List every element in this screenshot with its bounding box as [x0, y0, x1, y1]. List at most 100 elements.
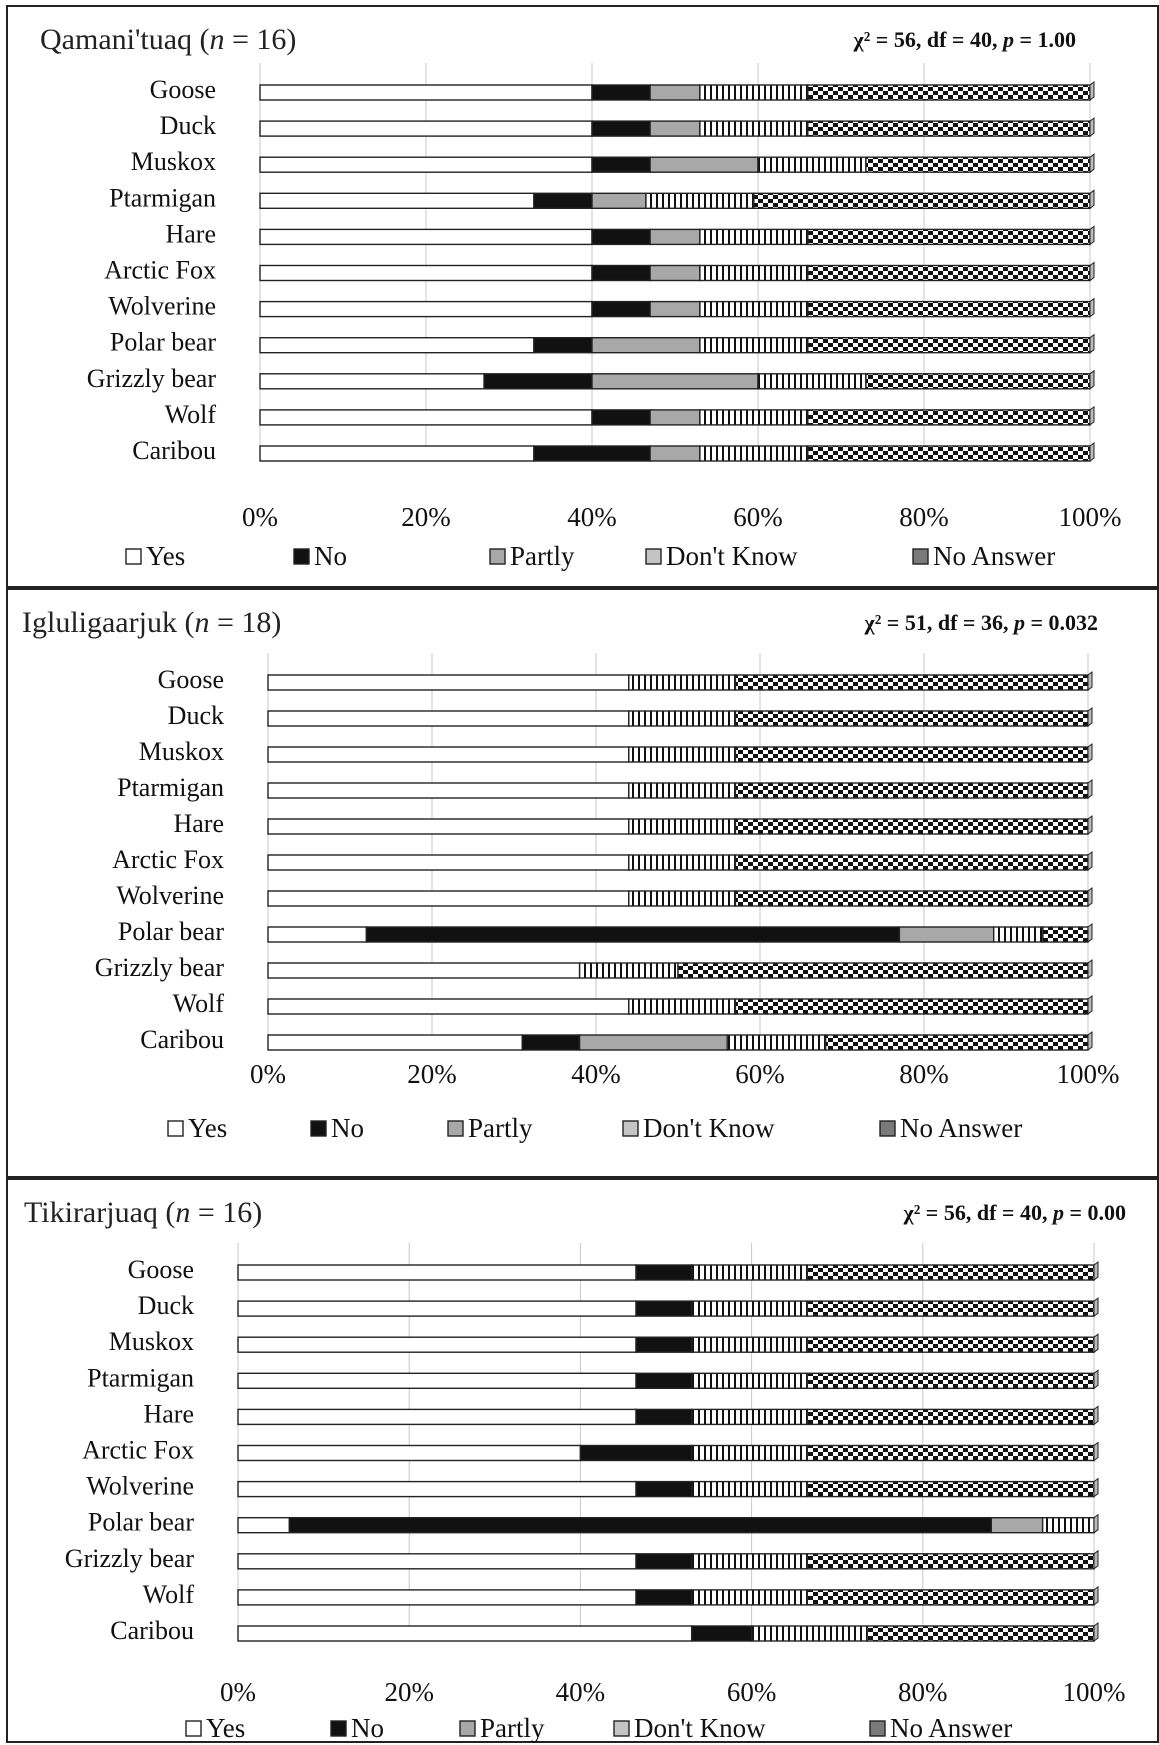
bar-goose-no	[635, 1264, 693, 1281]
bar-polar-bear-yes	[259, 337, 535, 354]
category-label-wolverine: Wolverine	[116, 881, 224, 910]
bar-end-cap	[1093, 1477, 1099, 1498]
bar-grizzly-bear-no	[635, 1553, 693, 1570]
panel-igluligaarjuk: Igluligaarjuk (n = 18) χ² = 51, df = 36, …	[6, 588, 1159, 1178]
category-label-goose: Goose	[150, 75, 216, 104]
category-label-wolverine: Wolverine	[86, 1472, 194, 1501]
bar-ptarmigan-no	[635, 1372, 693, 1390]
bar-hare-no	[635, 1408, 693, 1426]
category-label-hare: Hare	[165, 219, 216, 248]
bar-goose-yes	[267, 674, 630, 691]
bar-muskox-no	[591, 156, 651, 173]
category-label-grizzly-bear: Grizzly bear	[87, 364, 217, 393]
panel-tikirarjuaq: Tikirarjuaq (n = 16) χ² = 56, df = 40, p …	[6, 1178, 1159, 1743]
bar-wolverine-no-answer	[734, 890, 1089, 907]
bar-wolverine-no-answer	[806, 1480, 1095, 1498]
bar-caribou-no	[521, 1034, 581, 1051]
bar-grizzly-bear-yes	[267, 962, 581, 979]
bar-ptarmigan-yes	[259, 192, 535, 210]
bar-wolf-partly	[649, 409, 701, 426]
category-label-grizzly-bear: Grizzly bear	[95, 953, 225, 982]
bar-end-cap	[1087, 707, 1093, 727]
legend-swatch-no-answer	[869, 1720, 886, 1737]
bar-wolf-no	[591, 409, 651, 426]
bar-caribou-no-answer	[824, 1034, 1089, 1051]
bar-end-cap	[1087, 1031, 1093, 1051]
bar-goose-yes	[259, 84, 593, 101]
bar-muskox-don-t-know	[690, 1336, 808, 1353]
bar-wolf-yes	[237, 1589, 637, 1606]
bar-hare-don-t-know	[690, 1408, 808, 1426]
bar-polar-bear-no-answer	[807, 337, 1091, 354]
bar-hare-yes	[237, 1408, 637, 1426]
bar-hare-don-t-know	[699, 228, 809, 246]
bar-caribou-no	[533, 445, 651, 462]
bar-goose-no-answer	[806, 1264, 1095, 1281]
bar-duck-don-t-know	[628, 710, 737, 727]
bar-goose-no	[591, 84, 651, 101]
category-label-goose: Goose	[158, 665, 224, 694]
bar-duck-don-t-know	[690, 1300, 808, 1317]
legend-label-no: No	[331, 1113, 364, 1143]
category-label-arctic-fox: Arctic Fox	[104, 256, 216, 285]
category-label-arctic-fox: Arctic Fox	[112, 845, 224, 874]
category-label-muskox: Muskox	[139, 737, 224, 766]
bar-end-cap	[1089, 81, 1095, 101]
legend-label-partly: Partly	[510, 541, 575, 571]
bar-end-cap	[1093, 1261, 1099, 1281]
bar-wolf-don-t-know	[690, 1589, 808, 1606]
bar-duck-no-answer	[806, 1300, 1095, 1317]
bar-polar-bear-partly	[591, 337, 701, 354]
bar-hare-no-answer	[734, 818, 1089, 835]
bar-duck-yes	[267, 710, 630, 727]
bar-grizzly-bear-partly	[591, 373, 759, 390]
category-label-duck: Duck	[138, 1291, 194, 1320]
bar-arctic-fox-partly	[649, 264, 701, 282]
bar-wolverine-yes	[259, 300, 593, 318]
bar-duck-no	[635, 1300, 693, 1317]
bar-end-cap	[1089, 117, 1095, 138]
category-label-duck: Duck	[168, 701, 224, 730]
legend-swatch-no-answer	[879, 1120, 896, 1137]
bar-caribou-yes	[237, 1625, 693, 1642]
bar-wolf-no	[635, 1589, 693, 1606]
bar-grizzly-bear-don-t-know	[578, 962, 679, 979]
bar-ptarmigan-don-t-know	[690, 1372, 808, 1390]
x-tick-label: 100%	[1057, 1059, 1120, 1089]
bar-duck-yes	[237, 1300, 637, 1317]
bar-grizzly-bear-don-t-know	[690, 1553, 808, 1570]
legend-swatch-don-t-know	[613, 1720, 630, 1737]
x-tick-label: 80%	[899, 1059, 949, 1089]
bar-polar-bear-no-answer	[1042, 926, 1089, 943]
category-label-arctic-fox: Arctic Fox	[82, 1436, 194, 1465]
category-label-polar-bear: Polar bear	[88, 1508, 194, 1537]
category-label-ptarmigan: Ptarmigan	[87, 1363, 194, 1392]
bar-muskox-no-answer	[734, 746, 1089, 763]
x-tick-label: 80%	[899, 502, 949, 532]
bar-duck-don-t-know	[699, 120, 809, 137]
bar-wolf-yes	[259, 409, 593, 426]
x-tick-label: 100%	[1063, 1677, 1126, 1707]
bar-end-cap	[1089, 442, 1095, 462]
bar-wolf-no-answer	[806, 1589, 1095, 1606]
x-tick-label: 60%	[727, 1677, 777, 1707]
chart-title: Igluligaarjuk (n = 18)	[22, 606, 281, 639]
legend-label-no-answer: No Answer	[900, 1113, 1022, 1143]
bar-hare-yes	[259, 228, 593, 246]
bar-end-cap	[1093, 1622, 1099, 1642]
bar-polar-bear-no	[288, 1517, 992, 1534]
bar-muskox-yes	[259, 156, 593, 173]
bar-duck-yes	[259, 120, 593, 137]
bar-end-cap	[1087, 923, 1093, 943]
chart-title: Qamani'tuaq (n = 16)	[40, 23, 296, 56]
bar-muskox-no	[635, 1336, 693, 1353]
bar-muskox-don-t-know	[628, 746, 737, 763]
bar-muskox-no-answer	[865, 156, 1091, 173]
x-tick-label: 100%	[1059, 502, 1122, 532]
legend-swatch-partly	[447, 1120, 464, 1137]
category-label-muskox: Muskox	[109, 1327, 194, 1356]
bar-polar-bear-don-t-know	[993, 926, 1044, 943]
category-label-wolf: Wolf	[173, 989, 225, 1018]
bar-wolf-don-t-know	[699, 409, 809, 426]
